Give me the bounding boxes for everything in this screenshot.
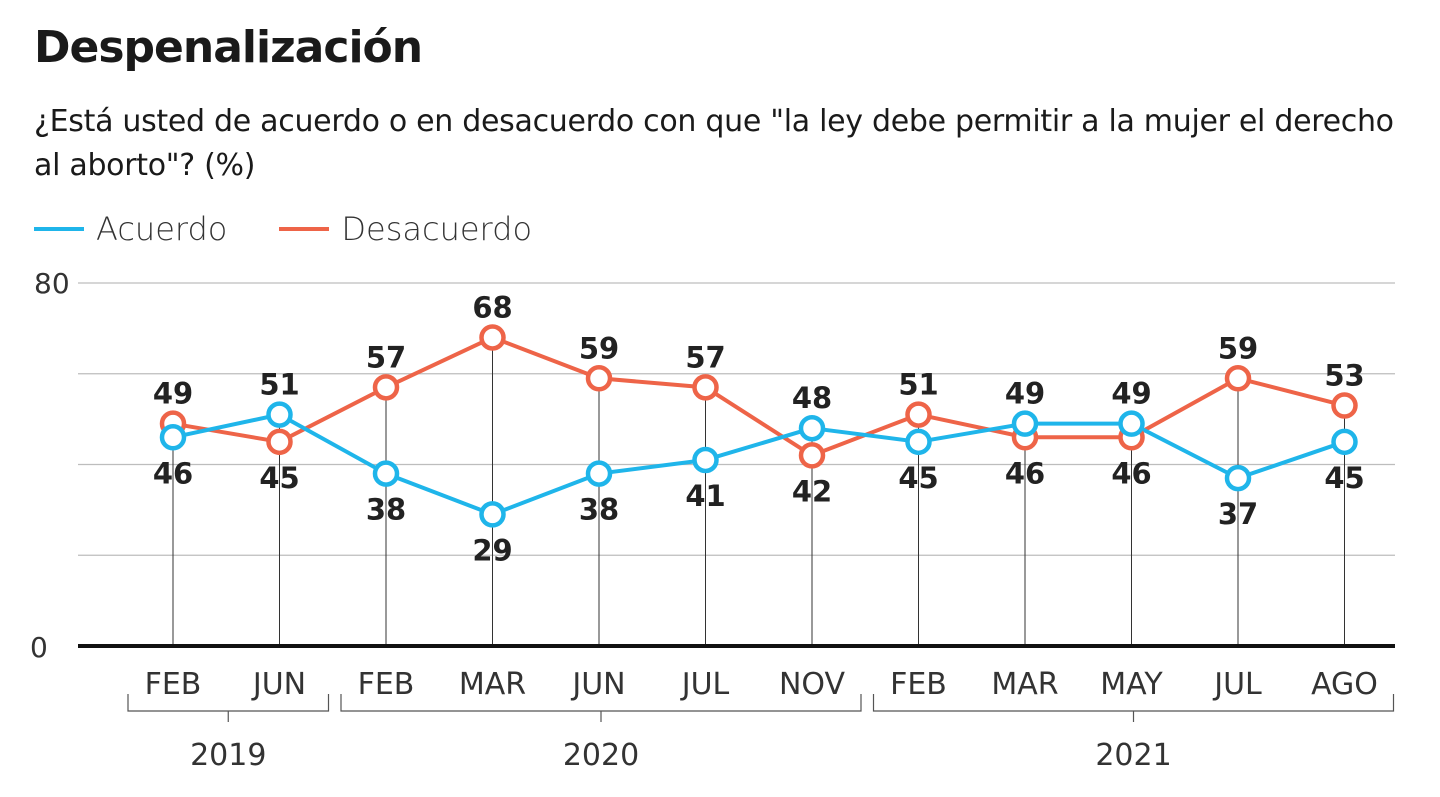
data-label: 45: [1324, 461, 1364, 495]
point-desacuerdo: [585, 365, 613, 392]
point-desacuerdo: [479, 324, 506, 351]
data-label: 29: [472, 533, 512, 567]
series-line-acuerdo: [172, 412, 1346, 517]
data-label: 46: [1111, 456, 1151, 490]
data-label: 59: [579, 331, 619, 365]
legend-swatch-desacuerdo: [279, 227, 330, 231]
data-label: 49: [1111, 377, 1151, 411]
x-tick-label: AGO: [1311, 667, 1378, 702]
data-label: 68: [472, 290, 512, 324]
legend-item-acuerdo: Acuerdo: [34, 210, 227, 248]
year-label: 2019: [190, 738, 266, 773]
data-label: 59: [1218, 331, 1258, 365]
point-desacuerdo: [1224, 365, 1252, 392]
x-tick-label: JUL: [1212, 667, 1262, 702]
x-tick-label: FEB: [358, 667, 415, 702]
year-label: 2020: [563, 738, 639, 773]
y-tick-label: 0: [30, 631, 48, 664]
point-acuerdo: [159, 424, 187, 451]
x-tick-label: MAR: [991, 667, 1058, 702]
data-label: 38: [366, 493, 406, 527]
x-tick-label: MAY: [1100, 667, 1163, 702]
x-tick-label: JUL: [680, 667, 730, 702]
point-desacuerdo: [372, 374, 400, 401]
data-label: 49: [1005, 377, 1045, 411]
data-label: 57: [366, 340, 406, 374]
data-label: 41: [685, 479, 725, 513]
point-desacuerdo: [692, 374, 719, 401]
year-label: 2021: [1095, 738, 1171, 773]
x-tick-label: MAR: [459, 667, 526, 702]
legend-label-acuerdo: Acuerdo: [96, 210, 228, 248]
data-label: 37: [1218, 497, 1258, 531]
series-line-desacuerdo: [172, 335, 1345, 458]
point-acuerdo: [692, 446, 719, 474]
point-desacuerdo: [1331, 392, 1358, 419]
data-label: 49: [153, 377, 193, 411]
legend: Acuerdo Desacuerdo: [34, 210, 584, 248]
data-label: 46: [153, 456, 193, 490]
point-acuerdo: [905, 428, 932, 456]
point-acuerdo: [1118, 410, 1145, 437]
point-acuerdo: [266, 401, 293, 428]
y-tick-label: 80: [34, 267, 70, 300]
data-label: 51: [259, 368, 299, 402]
point-acuerdo: [1011, 410, 1039, 437]
data-label: 46: [1005, 456, 1045, 490]
point-desacuerdo: [905, 401, 932, 428]
x-tick-label: JUN: [251, 667, 306, 702]
data-label: 51: [898, 368, 938, 402]
point-desacuerdo: [266, 428, 293, 456]
data-label: 38: [579, 493, 619, 527]
point-acuerdo: [1331, 428, 1358, 456]
data-label: 48: [792, 381, 832, 415]
point-desacuerdo: [798, 442, 826, 469]
legend-item-desacuerdo: Desacuerdo: [279, 210, 532, 248]
point-acuerdo: [585, 460, 613, 487]
chart-subtitle: ¿Está usted de acuerdo o en desacuerdo c…: [34, 104, 1394, 183]
legend-label-desacuerdo: Desacuerdo: [341, 210, 533, 248]
x-tick-label: FEB: [890, 667, 947, 702]
legend-swatch-acuerdo: [34, 227, 84, 231]
data-label: 45: [898, 461, 938, 495]
point-acuerdo: [372, 460, 400, 487]
data-label: 53: [1324, 359, 1364, 393]
chart-title: Despenalización: [34, 22, 423, 73]
point-acuerdo: [479, 501, 506, 528]
point-acuerdo: [798, 414, 826, 442]
data-label: 57: [685, 340, 725, 374]
data-label: 42: [792, 474, 832, 508]
x-tick-label: JUN: [570, 667, 625, 702]
data-label: 45: [259, 461, 299, 495]
x-tick-label: NOV: [779, 667, 846, 702]
point-acuerdo: [1224, 464, 1252, 492]
x-tick-label: FEB: [145, 667, 202, 702]
